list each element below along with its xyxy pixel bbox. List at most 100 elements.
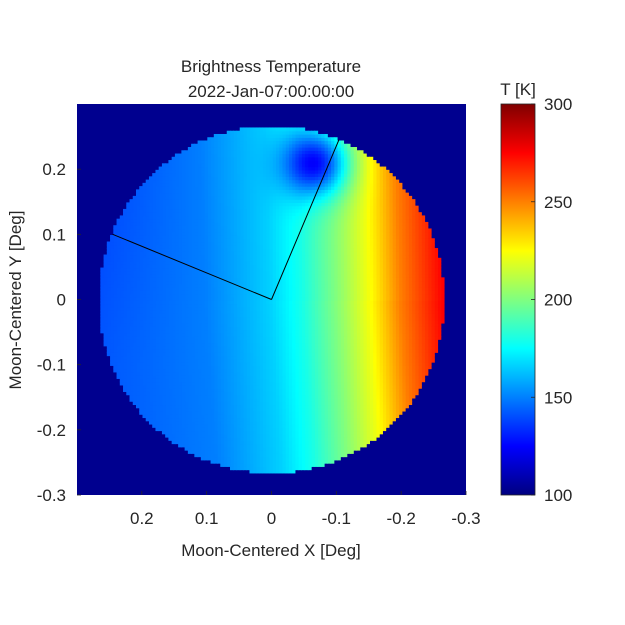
heatmap-cell xyxy=(304,316,309,321)
heatmap-cell xyxy=(259,339,264,344)
heatmap-cell xyxy=(242,365,247,370)
heatmap-cell xyxy=(388,378,393,383)
heatmap-cell xyxy=(405,287,409,291)
heatmap-cell xyxy=(440,283,445,288)
heatmap-cell xyxy=(294,384,299,389)
heatmap-cell xyxy=(385,355,390,360)
heatmap-cell xyxy=(200,453,205,458)
heatmap-cell xyxy=(298,388,302,392)
heatmap-cell xyxy=(187,316,192,321)
heatmap-cell xyxy=(291,290,296,295)
heatmap-cell xyxy=(298,345,302,350)
heatmap-cell xyxy=(324,342,328,347)
heatmap-cell xyxy=(181,394,186,399)
heatmap-cell xyxy=(171,437,176,441)
heatmap-cell xyxy=(255,423,260,428)
heatmap-cell xyxy=(346,352,351,357)
heatmap-cell xyxy=(421,326,426,331)
heatmap-cell xyxy=(307,456,312,461)
heatmap-cell xyxy=(220,404,225,409)
heatmap-cell xyxy=(191,420,195,425)
heatmap-cell xyxy=(265,358,270,363)
heatmap-cell xyxy=(294,335,299,340)
heatmap-cell xyxy=(226,339,231,344)
heatmap-cell xyxy=(411,384,416,389)
heatmap-cell xyxy=(155,322,160,327)
heatmap-cell xyxy=(123,303,127,308)
heatmap-cell xyxy=(385,404,390,409)
heatmap-cell xyxy=(268,391,273,396)
heatmap-cell xyxy=(372,365,377,370)
heatmap-cell xyxy=(272,417,276,422)
heatmap-cell xyxy=(233,397,238,402)
heatmap-cell xyxy=(285,440,289,445)
heatmap-cell xyxy=(220,349,225,353)
heatmap-cell xyxy=(405,384,409,389)
heatmap-cell xyxy=(430,303,435,308)
heatmap-cell xyxy=(252,423,257,428)
heatmap-cell xyxy=(191,306,195,311)
heatmap-cell xyxy=(123,355,127,360)
heatmap-cell xyxy=(259,335,264,340)
heatmap-cell xyxy=(155,423,160,428)
heatmap-cell xyxy=(317,303,322,308)
heatmap-cell xyxy=(255,450,260,454)
heatmap-cell xyxy=(142,391,147,396)
heatmap-cell xyxy=(226,407,231,412)
heatmap-cell xyxy=(223,326,228,331)
heatmap-cell xyxy=(392,401,396,406)
heatmap-cell xyxy=(285,446,289,451)
heatmap-cell xyxy=(268,430,273,435)
heatmap-cell xyxy=(187,322,192,327)
heatmap-cell xyxy=(249,293,254,298)
heatmap-cell xyxy=(375,355,380,360)
heatmap-cell xyxy=(191,368,195,373)
heatmap-cell xyxy=(158,349,163,353)
heatmap-cell xyxy=(324,446,328,451)
heatmap-cell xyxy=(430,313,435,318)
heatmap-cell xyxy=(207,440,212,445)
heatmap-cell xyxy=(233,407,238,412)
heatmap-cell xyxy=(353,365,358,370)
heatmap-cell xyxy=(298,339,302,344)
heatmap-cell xyxy=(213,456,218,461)
heatmap-cell xyxy=(349,378,354,383)
heatmap-cell xyxy=(155,335,160,340)
heatmap-cell xyxy=(226,397,231,402)
heatmap-cell xyxy=(194,300,199,305)
heatmap-cell xyxy=(288,293,293,298)
heatmap-cell xyxy=(239,391,244,396)
heatmap-cell xyxy=(324,388,328,392)
heatmap-cell xyxy=(197,427,202,432)
heatmap-cell xyxy=(346,443,351,448)
heatmap-cell xyxy=(366,313,370,318)
heatmap-cell xyxy=(379,332,383,337)
heatmap-cell xyxy=(246,283,251,288)
heatmap-cell xyxy=(145,407,150,412)
heatmap-cell xyxy=(161,397,166,402)
heatmap-cell xyxy=(298,283,302,288)
heatmap-cell xyxy=(346,384,351,389)
heatmap-cell xyxy=(220,463,225,467)
heatmap-cell xyxy=(194,430,199,435)
heatmap-cell xyxy=(346,309,351,314)
heatmap-cell xyxy=(184,414,189,419)
heatmap-cell xyxy=(161,414,166,419)
heatmap-cell xyxy=(246,309,251,314)
heatmap-cell xyxy=(398,410,403,415)
heatmap-cell xyxy=(116,339,121,344)
heatmap-cell xyxy=(401,362,406,366)
heatmap-cell xyxy=(311,433,315,438)
heatmap-cell xyxy=(388,329,393,334)
heatmap-cell xyxy=(155,290,160,295)
heatmap-cell xyxy=(113,316,118,321)
heatmap-cell xyxy=(333,329,338,334)
heatmap-cell xyxy=(408,316,413,321)
heatmap-cell xyxy=(336,332,341,337)
heatmap-cell xyxy=(366,414,370,419)
heatmap-cell xyxy=(343,355,348,360)
heatmap-cell xyxy=(414,362,419,366)
heatmap-cell xyxy=(110,293,114,298)
heatmap-cell xyxy=(281,437,286,441)
heatmap-cell xyxy=(278,342,283,347)
